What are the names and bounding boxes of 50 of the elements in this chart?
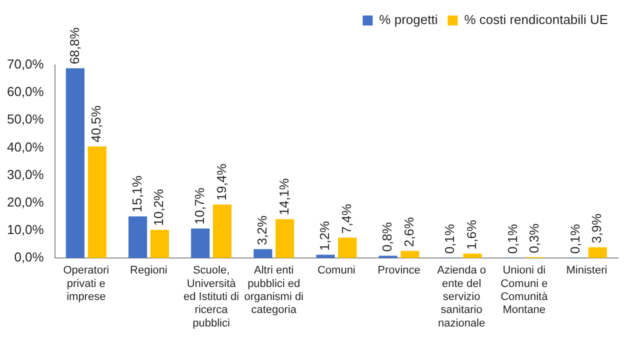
x-tick-label: Comuni xyxy=(317,264,356,277)
data-label: 0,3% xyxy=(526,223,542,254)
data-label: 10,7% xyxy=(192,187,207,224)
data-label: 1,6% xyxy=(464,220,480,250)
bar xyxy=(150,230,169,258)
x-tick-label: Ministeri xyxy=(566,264,608,277)
data-label: 14,1% xyxy=(276,178,292,216)
bar xyxy=(128,216,148,258)
bar xyxy=(588,247,607,258)
x-tick-label: Altri enti pubblici ed organismi di categoria xyxy=(244,264,304,316)
data-label: 0,1% xyxy=(567,224,582,254)
bar xyxy=(276,219,294,258)
bar xyxy=(191,228,210,258)
data-label: 40,5% xyxy=(88,105,104,142)
bar xyxy=(88,146,106,258)
data-label: 15,1% xyxy=(129,175,144,212)
x-tick-label: Regioni xyxy=(130,264,168,277)
y-tick-label: 30,0% xyxy=(6,166,44,182)
bar xyxy=(316,254,335,258)
data-label: 3,9% xyxy=(589,213,604,244)
data-label: 2,6% xyxy=(402,216,417,247)
y-tick-label: 0,0% xyxy=(14,250,44,265)
data-label: 0,8% xyxy=(380,222,395,252)
bar xyxy=(400,250,420,258)
x-tick-label: Azienda o ente del servizio sanitario nazionale xyxy=(437,264,486,330)
x-tick-label: Scuole, Università ed Istituti di ricerca pubblici xyxy=(183,264,240,330)
legend-label: % costi rendicontabili UE xyxy=(464,12,608,28)
legend-label: % progetti xyxy=(379,12,438,28)
data-label: 7,4% xyxy=(338,204,354,234)
x-tick-label: Unioni di Comuni e Comunità Montane xyxy=(500,264,549,316)
bar xyxy=(212,204,232,258)
y-tick-label: 50,0% xyxy=(6,112,44,127)
x-tick-label: Province xyxy=(378,264,420,277)
data-label: 1,2% xyxy=(317,220,332,251)
data-label: 19,4% xyxy=(214,163,229,201)
y-tick-label: 40,0% xyxy=(6,139,44,154)
y-tick-label: 20,0% xyxy=(6,194,44,210)
data-label: 0,1% xyxy=(504,224,520,254)
data-label: 3,2% xyxy=(254,215,270,246)
y-tick-label: 10,0% xyxy=(6,222,44,238)
bar xyxy=(66,68,85,258)
y-tick-label: 60,0% xyxy=(6,84,44,100)
bar xyxy=(254,249,272,258)
y-tick-label: 70,0% xyxy=(6,56,44,72)
bar xyxy=(338,238,357,258)
bar xyxy=(463,254,482,258)
x-tick-label: Operatori privati e imprese xyxy=(63,264,110,304)
data-label: 68,8% xyxy=(66,27,82,64)
data-label: 10,2% xyxy=(151,188,166,226)
data-label: 0,1% xyxy=(442,224,458,254)
